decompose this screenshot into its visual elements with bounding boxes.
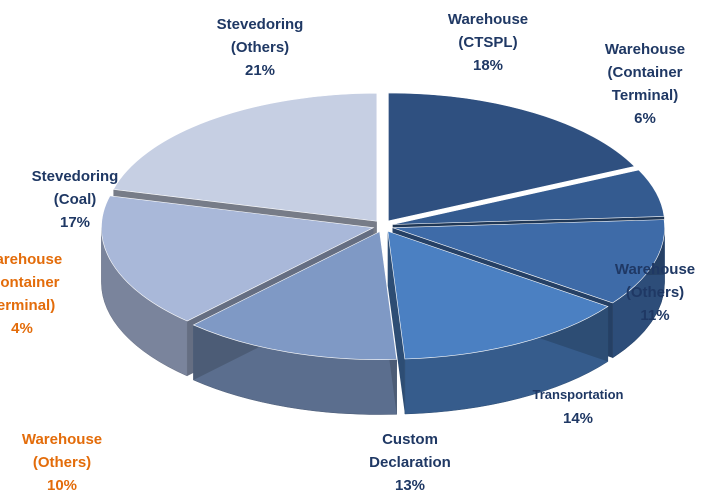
slice	[387, 230, 609, 360]
category-label: Transportation	[532, 387, 623, 402]
slice-label: Warehouse (Others) 11%	[615, 261, 695, 324]
value-label: 17%	[60, 214, 90, 231]
slice	[392, 219, 665, 304]
value-label: 4%	[11, 320, 33, 337]
value-label: 13%	[395, 477, 425, 494]
slice	[192, 231, 398, 360]
value-label: 10%	[47, 477, 77, 494]
category-label: Custom Declaration	[369, 431, 451, 471]
slice-label: Transportation 14%	[532, 387, 623, 427]
slice-label: Warehouse (Others) 10%	[22, 431, 102, 494]
slice-label: Stevedoring (Others) 21%	[217, 16, 304, 79]
category-label: Warehouse (Others)	[22, 431, 102, 471]
category-label: Stevedoring (Others)	[217, 16, 304, 56]
slice-wall	[387, 231, 405, 415]
value-label: 11%	[640, 307, 669, 324]
category-label: Stevedoring (Coal)	[32, 168, 119, 208]
slice	[388, 92, 636, 222]
slice	[112, 92, 378, 222]
category-label: Warehouse (CTSPL)	[448, 11, 528, 51]
value-label: 6%	[634, 110, 656, 127]
slice	[392, 169, 665, 225]
value-label: 21%	[245, 62, 275, 79]
slice-label: Stevedoring (Coal) 17%	[32, 168, 119, 231]
slice-label: Custom Declaration 13%	[369, 431, 451, 494]
slice	[101, 195, 375, 322]
category-label: Warehouse (Others)	[615, 261, 695, 301]
value-label: 18%	[473, 57, 503, 74]
value-label: 14%	[563, 410, 593, 427]
slice-label: Warehouse (CTSPL) 18%	[448, 11, 528, 74]
slice-label: Warehouse (Container Terminal) 6%	[605, 41, 685, 127]
